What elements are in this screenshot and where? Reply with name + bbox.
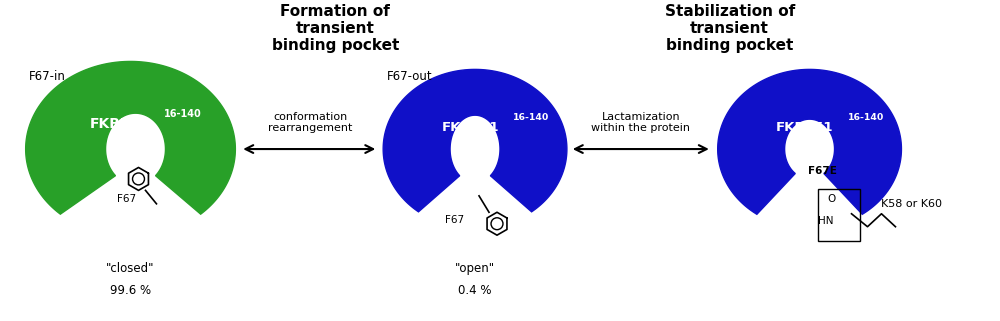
Text: conformation
rearrangement: conformation rearrangement bbox=[268, 111, 352, 133]
Text: Stabilization of
transient
binding pocket: Stabilization of transient binding pocke… bbox=[665, 4, 795, 54]
Text: FKBP51: FKBP51 bbox=[441, 121, 499, 134]
Text: 99.6 %: 99.6 % bbox=[110, 284, 151, 297]
Text: F67: F67 bbox=[117, 194, 136, 204]
Text: FKBP51: FKBP51 bbox=[776, 121, 833, 134]
Polygon shape bbox=[26, 61, 235, 214]
Text: "closed": "closed" bbox=[106, 262, 155, 275]
Bar bbox=[818, 189, 860, 241]
Text: 16-140: 16-140 bbox=[163, 109, 201, 119]
Text: "open": "open" bbox=[455, 262, 495, 275]
Text: FKBP51: FKBP51 bbox=[90, 117, 151, 131]
Text: Lactamization
within the protein: Lactamization within the protein bbox=[591, 111, 690, 133]
Text: Formation of
transient
binding pocket: Formation of transient binding pocket bbox=[272, 4, 399, 54]
Text: F67-out: F67-out bbox=[387, 70, 433, 83]
Text: K58 or K60: K58 or K60 bbox=[881, 199, 942, 209]
Text: F67: F67 bbox=[445, 215, 464, 225]
Text: F67E: F67E bbox=[808, 166, 836, 176]
Polygon shape bbox=[383, 69, 567, 212]
Text: F67-in: F67-in bbox=[29, 70, 66, 83]
Text: HN: HN bbox=[818, 216, 833, 226]
Text: 0.4 %: 0.4 % bbox=[458, 284, 492, 297]
Text: 16-140: 16-140 bbox=[513, 113, 549, 122]
Polygon shape bbox=[718, 69, 901, 214]
Text: 16-140: 16-140 bbox=[848, 113, 884, 122]
Text: O: O bbox=[827, 194, 836, 204]
